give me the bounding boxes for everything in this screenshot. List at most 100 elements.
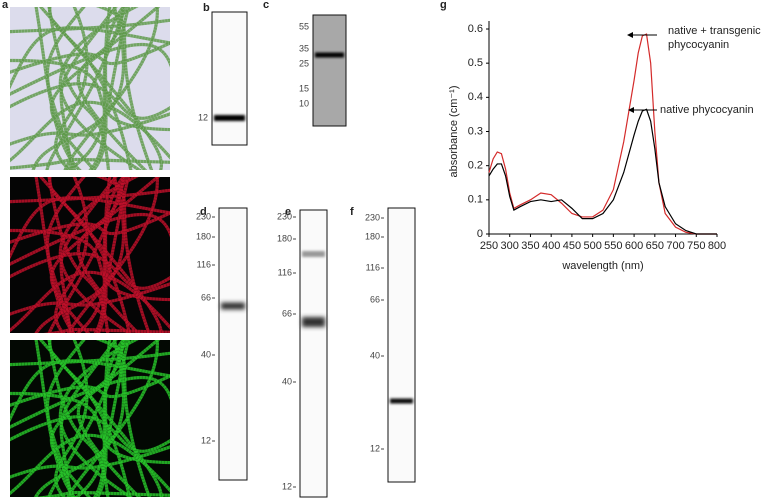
annotation: native + transgenic phycocyanin (668, 25, 761, 51)
y-tick-label: 0.4 (468, 91, 483, 103)
marker-label: 40 (282, 376, 292, 386)
x-tick-label: 350 (521, 240, 539, 252)
gel-band (302, 317, 325, 327)
marker-label: 12 (198, 112, 208, 122)
filament-beads (47, 7, 111, 170)
filament (35, 490, 170, 497)
filament-beads (95, 340, 112, 497)
filament (10, 42, 170, 96)
filament-beads (48, 7, 133, 170)
marker-label: 12 (282, 481, 292, 491)
filament (93, 177, 126, 333)
filament-beads (10, 433, 170, 496)
filament (33, 340, 126, 497)
filament-beads (48, 340, 132, 497)
gel-lane (211, 11, 248, 146)
filament-beads (10, 26, 170, 90)
marker-label: 12 (201, 435, 211, 445)
y-tick-label: 0.5 (468, 57, 483, 69)
filament (88, 7, 126, 170)
filament-beads (10, 41, 170, 74)
micrograph (10, 7, 170, 170)
filament-beads (10, 374, 170, 407)
marker-label: 40 (370, 350, 380, 360)
marker-label: 116 (278, 267, 292, 277)
filament-beads (10, 196, 170, 260)
y-tick-label: 0.6 (468, 23, 483, 35)
gel-band (390, 398, 413, 404)
gel-lane (387, 207, 416, 483)
marker-label: 66 (201, 292, 211, 302)
panel-label: a (2, 0, 9, 11)
filament (10, 112, 170, 146)
filament (10, 157, 170, 170)
marker-label: 180 (196, 231, 211, 241)
micrograph (10, 340, 170, 497)
marker-label: 35 (299, 43, 309, 53)
filament-beads (10, 211, 170, 244)
gel-lane (312, 14, 347, 127)
filament (10, 41, 170, 74)
filament-beads (47, 177, 110, 333)
series-line (488, 33, 717, 235)
gel-band (302, 251, 325, 257)
micrograph (10, 177, 170, 333)
filament (10, 374, 170, 407)
marker-label: 230 (277, 211, 292, 221)
gel-band (214, 115, 245, 121)
filament (10, 282, 170, 316)
filament-beads (47, 340, 110, 497)
filament (34, 177, 126, 333)
x-tick-label: 550 (604, 240, 622, 252)
gel-band (315, 52, 344, 58)
arrowhead (628, 107, 634, 113)
x-tick-label: 700 (666, 240, 684, 252)
x-axis-label: wavelength (nm) (561, 260, 643, 272)
filament (47, 177, 110, 333)
x-tick-label: 750 (687, 240, 705, 252)
filament (31, 7, 126, 170)
y-tick-label: 0.2 (468, 160, 483, 172)
marker-label: 66 (370, 294, 380, 304)
filament (92, 340, 126, 497)
x-tick-label: 800 (708, 240, 726, 252)
panel-label: b (203, 2, 210, 14)
marker-label: 40 (201, 349, 211, 359)
x-tick-label: 500 (583, 240, 601, 252)
filament (10, 211, 170, 244)
panel-label: g (440, 0, 447, 11)
y-tick-label: 0.3 (468, 125, 483, 137)
filament-beads (10, 359, 170, 423)
marker-label: 10 (299, 98, 309, 108)
marker-label: 66 (282, 308, 292, 318)
y-tick-label: 0 (477, 228, 483, 240)
x-tick-label: 650 (646, 240, 664, 252)
filament (10, 375, 170, 429)
marker-label: 230 (365, 212, 380, 222)
filament-beads (10, 270, 170, 333)
filament (10, 270, 170, 333)
filament (47, 7, 111, 170)
x-tick-label: 600 (625, 240, 643, 252)
filament-beads (63, 7, 159, 170)
x-tick-label: 400 (542, 240, 560, 252)
filament (47, 340, 110, 497)
panel-label: e (285, 206, 291, 218)
marker-label: 230 (196, 211, 211, 221)
filament-beads (96, 177, 112, 333)
filament-beads (10, 100, 170, 163)
marker-label: 55 (299, 21, 309, 31)
filament-beads (91, 7, 112, 170)
marker-label: 116 (197, 259, 211, 269)
gel-band (221, 302, 245, 310)
series-line (488, 108, 717, 235)
annotation: native phycocyanin (660, 104, 754, 116)
filament (10, 433, 170, 496)
filament (10, 100, 170, 163)
gel-lane (299, 209, 328, 498)
filament-beads (48, 177, 131, 333)
marker-label: 15 (299, 83, 309, 93)
marker-label: 25 (299, 58, 309, 68)
